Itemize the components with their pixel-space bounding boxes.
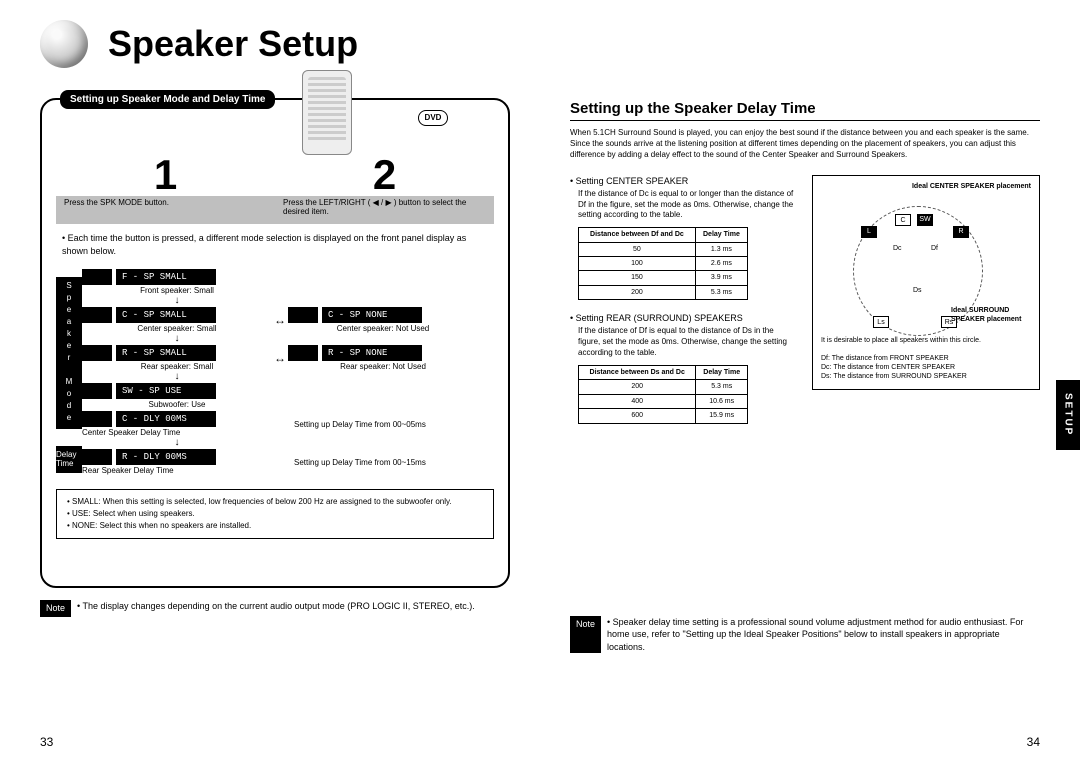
speaker-r-icon: R (953, 226, 969, 238)
page-title: Speaker Setup (108, 23, 358, 65)
legend-small: • SMALL: When this setting is selected, … (67, 496, 483, 508)
each-time-note: Each time the button is pressed, a diffe… (62, 232, 488, 257)
label-dc: Dc (893, 244, 902, 253)
step-2-num: 2 (275, 154, 494, 196)
ribbon-label: Setting up Speaker Mode and Delay Time (60, 90, 275, 109)
table-cell: 100 (579, 256, 696, 270)
arrow-down-icon: ↓ (82, 439, 272, 447)
arrow-right-icon: ↔ (272, 313, 288, 327)
center-delay-table: Distance between Df and DcDelay Time 501… (578, 227, 748, 300)
arrow-down-icon: ↓ (82, 373, 272, 381)
table-cell: 3.9 ms (695, 271, 747, 285)
caption-rsp: Rear speaker: Small (82, 362, 272, 371)
label-ds: Ds (913, 286, 922, 295)
procedure-box: Setting up Speaker Mode and Delay Time D… (40, 98, 510, 588)
caption-fsp: Front speaker: Small (82, 286, 272, 295)
legend-use: • USE: Select when using speakers. (67, 508, 483, 520)
display-rsp: R - SP SMALL (116, 345, 216, 361)
note-left: Note • The display changes depending on … (40, 600, 510, 617)
table-header: Distance between Df and Dc (579, 228, 696, 242)
center-speaker-body: If the distance of Dc is equal to or lon… (570, 189, 798, 221)
speaker-l-icon: L (861, 226, 877, 238)
arrow-right-icon: ↔ (272, 351, 288, 365)
display-rsp-none: R - SP NONE (322, 345, 422, 361)
table-header: Distance between Ds and Dc (579, 365, 696, 379)
arrow-down-icon: ↓ (82, 335, 272, 343)
table-cell: 10.6 ms (696, 394, 748, 408)
caption-csp: Center speaker: Small (82, 324, 272, 333)
step-2-text: Press the LEFT/RIGHT ( ◀ / ▶ ) button to… (275, 196, 494, 224)
right-heading: Setting up the Speaker Delay Time (570, 100, 1040, 121)
sphere-icon (40, 20, 88, 68)
rear-speaker-title: Setting REAR (SURROUND) SPEAKERS (570, 312, 798, 324)
remote-icon (302, 70, 352, 155)
mode-grid: Speaker Mode F - SP SMALL Front speaker:… (56, 269, 494, 479)
display-csp-none: C - SP NONE (322, 307, 422, 323)
speaker-c-icon: C (895, 214, 911, 226)
step-1-text: Press the SPK MODE button. (56, 196, 275, 224)
table-header: Delay Time (695, 228, 747, 242)
speaker-placement-diagram: Ideal CENTER SPEAKER placement L C SW R … (812, 175, 1040, 390)
page-left: Speaker Setup Setting up Speaker Mode an… (0, 0, 540, 763)
note-tag: Note (40, 600, 71, 617)
table-cell: 400 (579, 394, 696, 408)
center-speaker-title: Setting CENTER SPEAKER (570, 175, 798, 187)
table-cell: 200 (579, 285, 696, 299)
delay-time-vertical-label: Delay Time (56, 446, 82, 473)
step-instructions: Press the SPK MODE button. Press the LEF… (56, 196, 494, 224)
table-cell: 15.9 ms (696, 409, 748, 423)
display-sw: SW - SP USE (116, 383, 216, 399)
caption-csp-none: Center speaker: Not Used (288, 324, 478, 333)
right-columns: Setting CENTER SPEAKER If the distance o… (570, 175, 1040, 436)
caption-rsp-none: Rear speaker: Not Used (288, 362, 478, 371)
table-cell: 600 (579, 409, 696, 423)
table-cell: 200 (579, 380, 696, 394)
left-column: Setting CENTER SPEAKER If the distance o… (570, 175, 798, 436)
ideal-center-label: Ideal CENTER SPEAKER placement (912, 182, 1031, 191)
legend-box: • SMALL: When this setting is selected, … (56, 489, 494, 539)
display-csp: C - SP SMALL (116, 307, 216, 323)
speaker-ls-icon: Ls (873, 316, 889, 328)
page-number-left: 33 (40, 735, 53, 749)
note-left-text: • The display changes depending on the c… (77, 600, 510, 617)
arrow-down-icon: ↓ (82, 297, 272, 305)
page-right: Setting up the Speaker Delay Time When 5… (540, 0, 1080, 763)
display-rdly: R - DLY 00MS (116, 449, 216, 465)
table-cell: 1.3 ms (695, 242, 747, 256)
label-df: Df (931, 244, 938, 253)
speaker-mode-vertical-label: Speaker Mode (56, 277, 82, 429)
display-cdly: C - DLY 00MS (116, 411, 216, 427)
table-cell: 150 (579, 271, 696, 285)
rear-speaker-body: If the distance of Df is equal to the di… (570, 326, 798, 358)
dvd-badge: DVD (418, 110, 448, 126)
caption-sw: Subwoofer: Use (82, 400, 272, 409)
legend-none: • NONE: Select this when no speakers are… (67, 520, 483, 532)
table-cell: 5.3 ms (695, 285, 747, 299)
table-cell: 2.6 ms (695, 256, 747, 270)
display-fsp: F - SP SMALL (116, 269, 216, 285)
note-right-text: • Speaker delay time setting is a profes… (607, 616, 1040, 654)
circle-note: It is desirable to place all speakers wi… (821, 336, 1031, 345)
rdly-range: Setting up Delay Time from 00~15ms (288, 458, 478, 467)
rear-delay-table: Distance between Ds and DcDelay Time 200… (578, 365, 748, 424)
table-header: Delay Time (696, 365, 748, 379)
note-tag: Note (570, 616, 601, 654)
caption-rdly: Rear Speaker Delay Time (82, 466, 272, 475)
caption-cdly: Center Speaker Delay Time (82, 428, 272, 437)
cdly-range: Setting up Delay Time from 00~05ms (288, 420, 478, 429)
right-column: Ideal CENTER SPEAKER placement L C SW R … (812, 175, 1040, 436)
setup-side-tab: SETUP (1056, 380, 1080, 450)
page-number-right: 34 (1027, 735, 1040, 749)
step-numbers: 1 2 (56, 154, 494, 196)
step-1-num: 1 (56, 154, 275, 196)
table-cell: 50 (579, 242, 696, 256)
ideal-surround-label: Ideal SURROUND SPEAKER placement (951, 306, 1031, 325)
note-right: Note • Speaker delay time setting is a p… (570, 616, 1040, 654)
right-intro: When 5.1CH Surround Sound is played, you… (570, 127, 1040, 161)
distance-legend: Df: The distance from FRONT SPEAKER Dc: … (821, 354, 1031, 381)
table-cell: 5.3 ms (696, 380, 748, 394)
title-row: Speaker Setup (40, 20, 510, 68)
speaker-sw-icon: SW (917, 214, 933, 226)
